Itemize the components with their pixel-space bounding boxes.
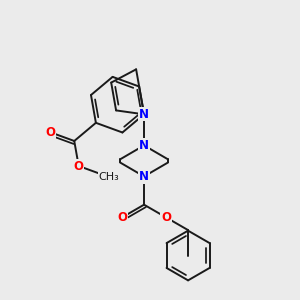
Text: O: O (161, 211, 171, 224)
Text: N: N (139, 108, 149, 121)
Text: CH₃: CH₃ (99, 172, 119, 182)
Text: N: N (139, 170, 149, 183)
Text: O: O (117, 211, 127, 224)
Text: O: O (74, 160, 84, 172)
Text: N: N (139, 139, 149, 152)
Text: O: O (45, 126, 56, 139)
